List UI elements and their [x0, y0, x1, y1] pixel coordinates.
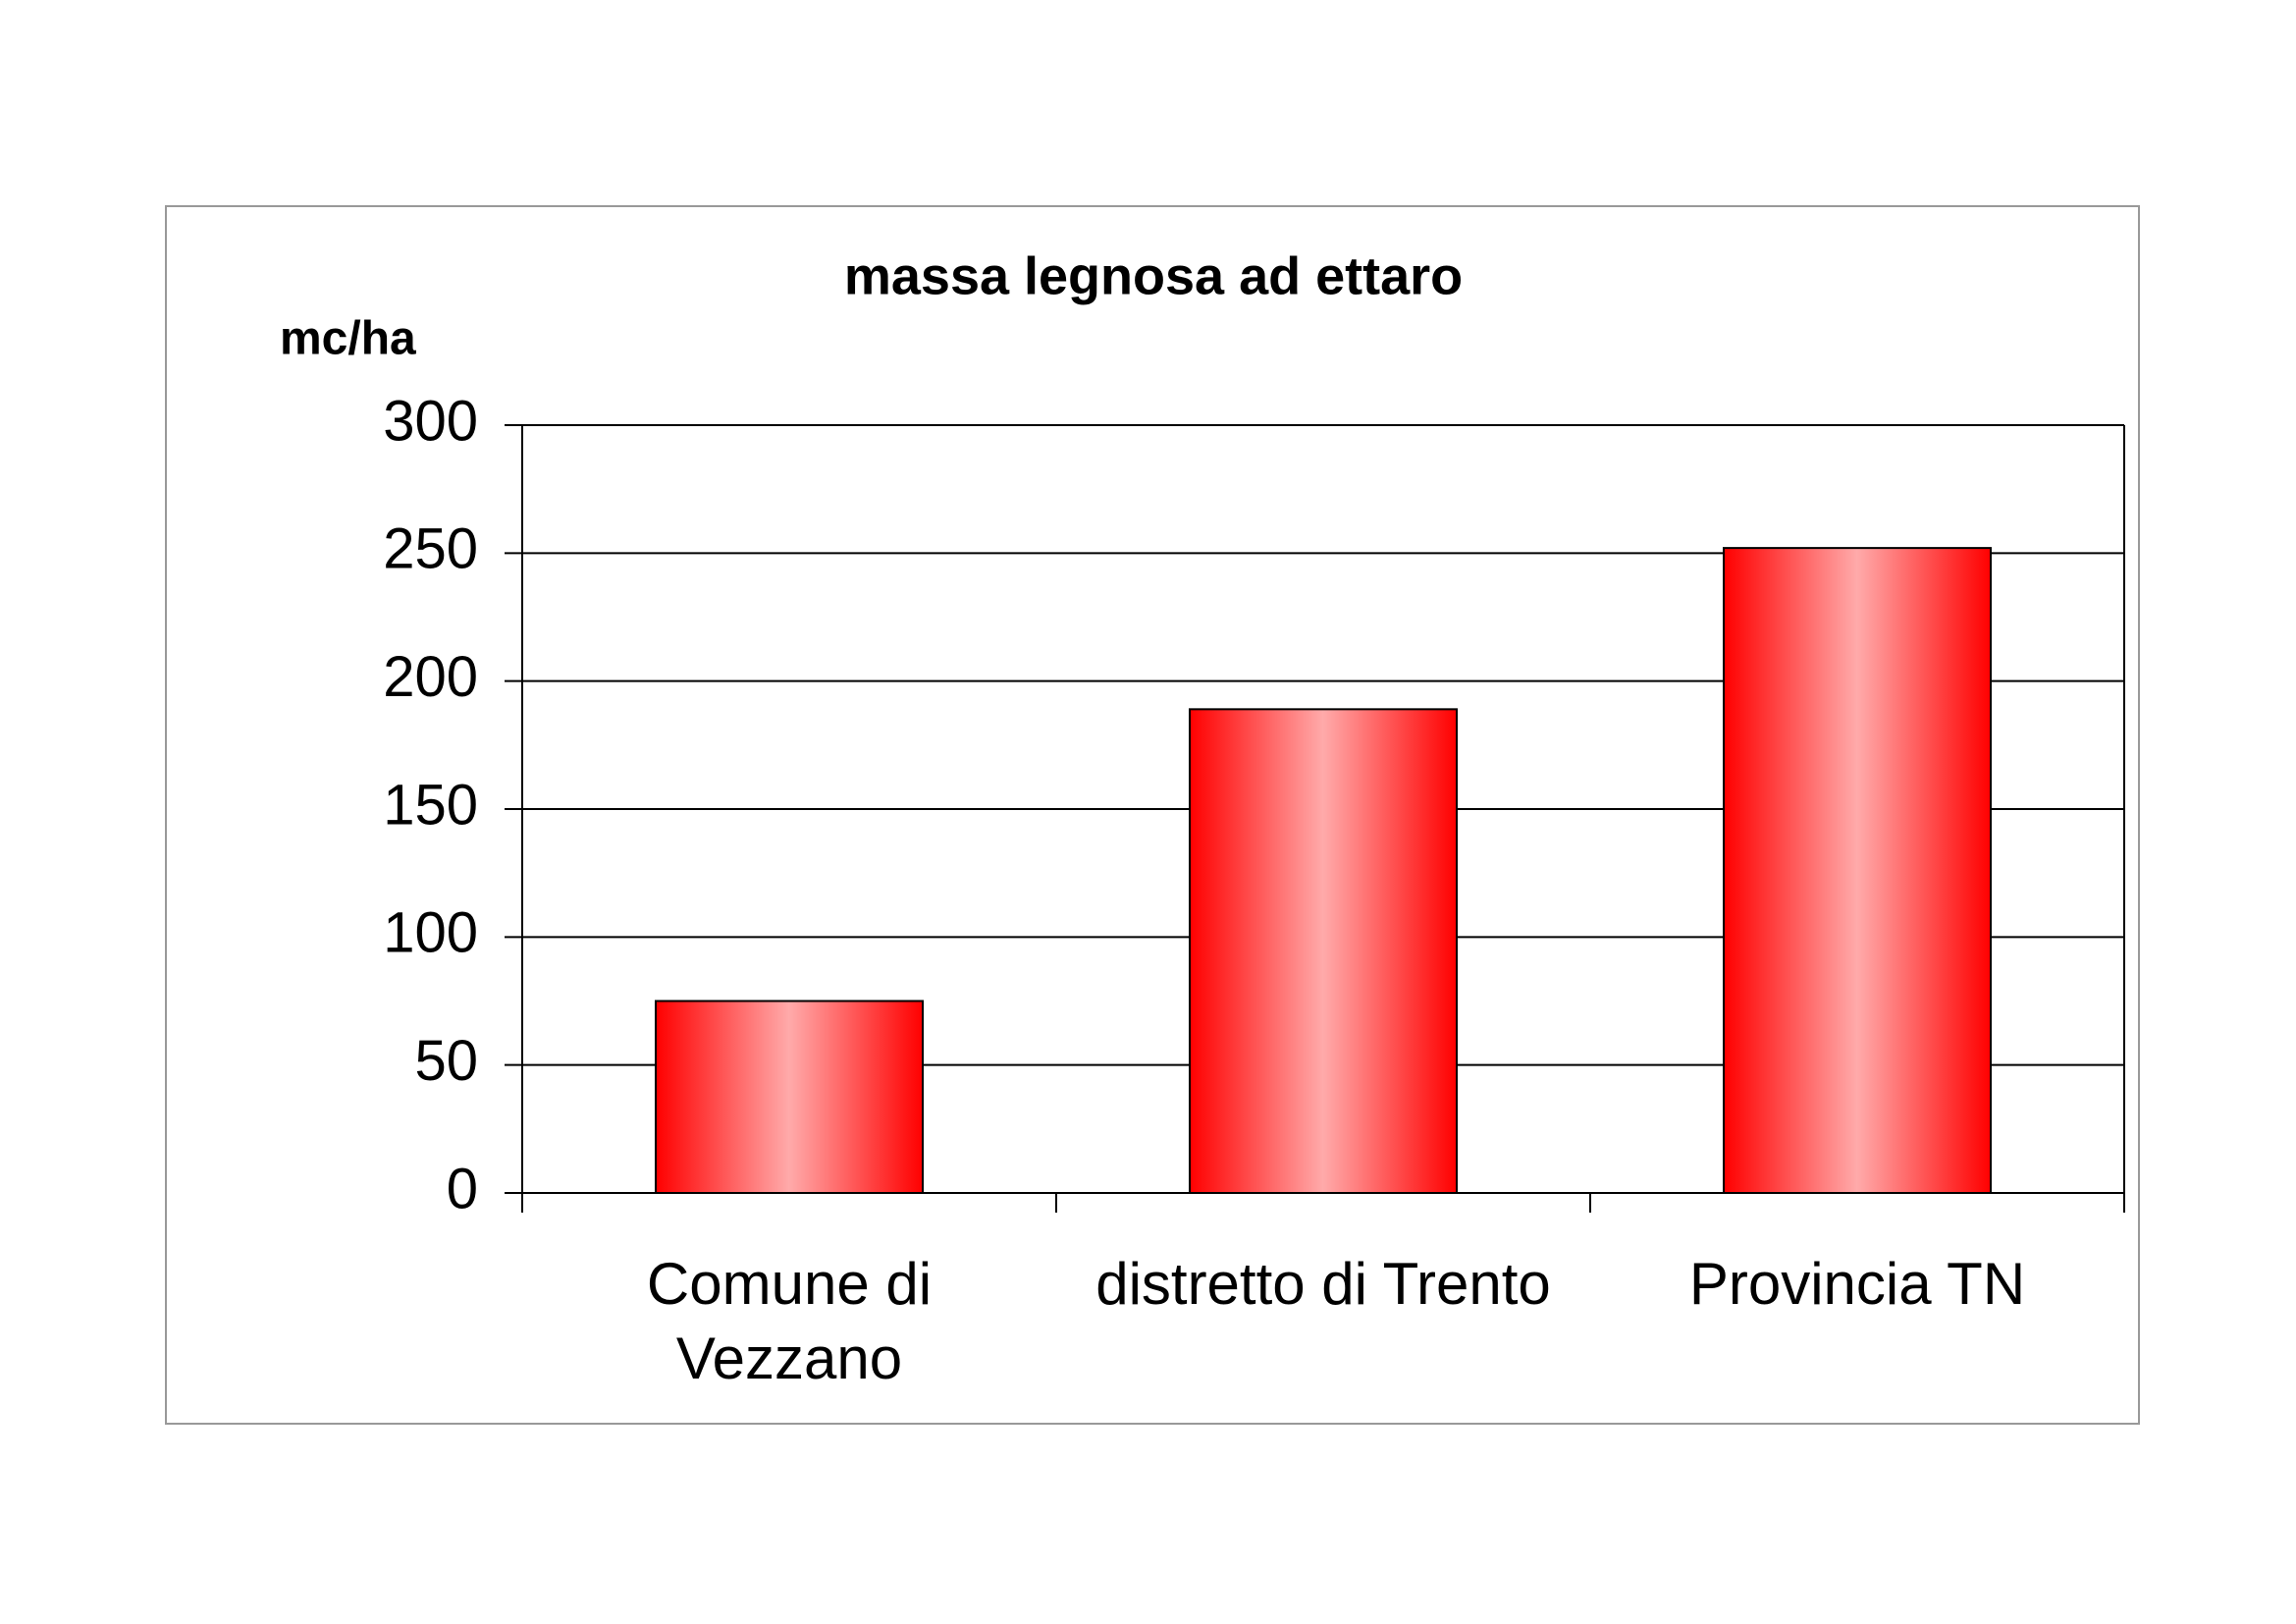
chart-title: massa legnosa ad ettaro: [844, 246, 1463, 305]
y-tick-label: 50: [414, 1029, 478, 1093]
x-tick-label: Provincia TN: [1688, 1251, 2026, 1317]
bar: [655, 1000, 924, 1194]
y-tick-label: 250: [383, 517, 478, 581]
y-tick-label: 300: [383, 389, 478, 453]
x-tick-label: distretto di Trento: [1095, 1251, 1551, 1317]
y-tick-label: 150: [383, 773, 478, 837]
y-axis-label: mc/ha: [280, 313, 416, 365]
x-tick-label: Comune di Vezzano: [646, 1251, 933, 1391]
bar: [1723, 547, 1992, 1194]
y-tick-label: 100: [383, 901, 478, 965]
bar: [1189, 708, 1458, 1195]
y-tick-label: 0: [447, 1157, 478, 1220]
y-tick-label: 200: [383, 645, 478, 709]
